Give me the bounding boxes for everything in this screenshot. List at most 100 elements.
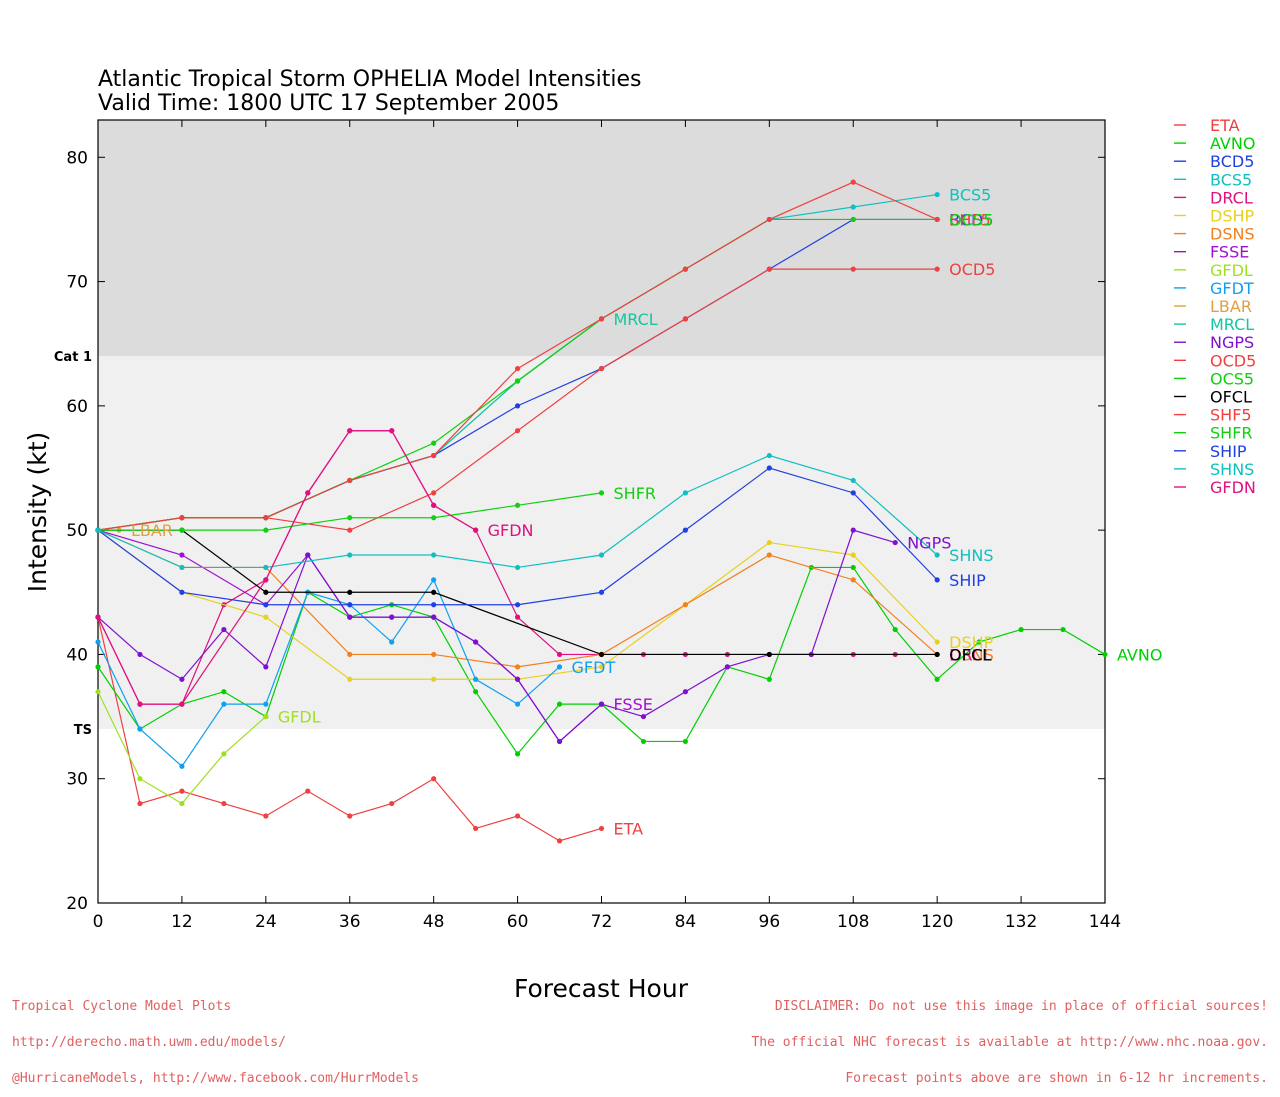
data-point-shns [431,552,437,558]
y-tick-label: 30 [66,770,88,790]
legend-entry-dsns: DSNS [1210,225,1255,244]
legend-entry-shf5: SHF5 [1210,406,1252,425]
band-label-cat-1: Cat 1 [54,350,92,365]
x-tick-label: 24 [255,912,277,932]
data-point-ngps [682,689,689,695]
data-point-avno [514,751,521,757]
data-point-shns [934,552,940,558]
data-point-eta [389,800,395,807]
data-point-dsns [514,664,521,670]
data-point-ship [682,527,689,533]
data-point-shns [514,564,521,571]
data-point-ofcl [431,589,437,595]
legend-entry-gfdn: GFDN [1210,478,1256,497]
legend-entry-drcl: DRCL [1210,188,1253,207]
data-point-drcl [514,614,521,620]
x-tick-label: 108 [837,912,869,932]
data-point-shfr [431,515,437,521]
data-point-ocd5 [431,490,437,496]
data-point-gfdn [95,614,101,620]
data-point-dsns [766,552,772,558]
data-point-ngps [892,539,898,546]
x-tick-label: 144 [1089,912,1121,932]
x-tick-label: 12 [171,912,193,932]
data-point-ocs5 [514,378,521,384]
data-point-dshp [934,639,940,645]
data-point-avno [95,664,101,670]
end-label-drcl: DRCL [949,645,992,664]
x-tick-label: 96 [759,912,781,932]
data-point-gfdt [389,639,395,645]
x-tick-label: 0 [93,912,104,932]
legend-entry-ocs5: OCS5 [1210,369,1254,388]
data-point-ngps [179,676,185,682]
legend-entry-lbar: LBAR [1210,297,1252,316]
end-label-lbar: LBAR [131,521,173,540]
data-point-eta [598,825,605,832]
intensity-bands: TS Cat 1 [54,120,1105,738]
legend-entry-fsse: FSSE [1210,243,1249,262]
data-point-avno [892,626,898,633]
end-label-bcd5: BCD5 [949,210,993,229]
data-point-ngps [850,527,856,533]
data-point-shns [682,490,689,496]
data-point-eta [431,776,437,782]
legend-entry-gfdl: GFDL [1210,261,1253,280]
data-point-ocd5 [598,365,605,372]
data-point-shns [263,564,269,571]
data-point-shns [95,527,101,533]
y-tick-label: 40 [66,645,88,665]
x-tick-label: 36 [339,912,361,932]
data-point-bcs5 [934,191,940,198]
data-point-shf5 [179,515,185,521]
footer-right: DISCLAIMER: Do not use this image in pla… [751,977,1268,1097]
data-point-gfdn [263,577,269,583]
data-point-ngps [556,738,563,745]
data-point-ngps [640,713,647,720]
data-point-ocd5 [514,428,521,434]
end-label-dshp: DSHP [949,633,994,652]
chart-title: Atlantic Tropical Storm OPHELIA Model In… [98,67,641,92]
legend-entry-eta: ETA [1210,116,1240,135]
data-point-ship [347,602,353,608]
data-point-dsns [347,651,353,658]
x-axis-label: Forecast Hour [514,974,689,1003]
data-point-dshp [263,614,269,620]
data-point-ofcl [766,651,772,658]
data-point-ofcl [263,589,269,595]
data-point-dshp [850,552,856,558]
data-point-gfdt [556,664,563,670]
x-tick-label: 72 [591,912,613,932]
footer-left-line-1: Tropical Cyclone Model Plots [12,999,232,1014]
data-point-shns [347,552,353,558]
footer-right-line-3: Forecast points above are shown in 6-12 … [845,1071,1268,1086]
series-line-ngps [97,529,896,743]
x-tick-label: 84 [675,912,697,932]
data-point-gfdn [347,428,353,434]
data-point-dshp [347,676,353,682]
data-point-shfr [514,502,521,508]
data-point-ship [263,602,269,608]
data-point-avno [1018,626,1024,633]
legend-entry-avno: AVNO [1210,134,1255,153]
data-point-gfdt [473,676,479,682]
axes: 0 12 24 36 48 60 72 84 96 108 120 132 144 20 30 40 50 60 7… [66,119,1121,932]
footer-left-line-2: http://derecho.math.uwm.edu/models/ [12,1035,286,1050]
data-point-avno [766,676,772,682]
data-point-eta [556,838,563,844]
data-point-ngps [221,626,227,633]
data-point-ngps [137,651,143,658]
data-point-dshp [598,664,605,670]
end-label-eta: ETA [614,819,644,838]
data-point-eta [305,788,311,794]
data-point-ofcl [598,651,605,658]
end-label-gfdt: GFDT [572,658,616,677]
data-point-avno [473,689,479,695]
data-point-ngps [347,614,353,620]
data-point-avno [556,701,563,707]
data-point-shf5 [514,365,521,372]
x-tick-label: 120 [921,912,953,932]
y-tick-label: 20 [66,894,88,914]
data-point-ship [598,589,605,595]
data-point-shns [850,477,856,484]
